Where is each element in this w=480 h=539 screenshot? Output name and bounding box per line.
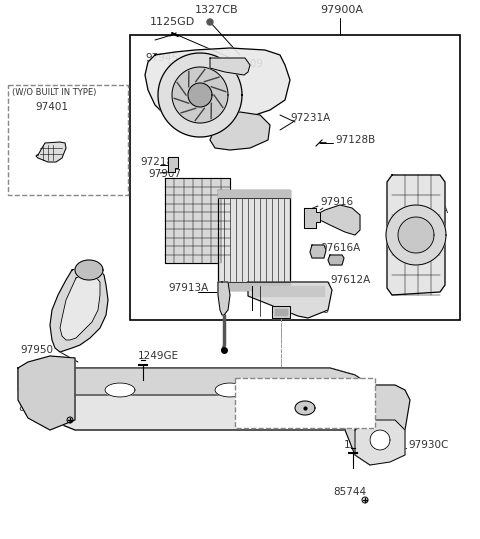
Polygon shape bbox=[18, 368, 375, 430]
Text: 1249GE: 1249GE bbox=[138, 351, 179, 361]
Polygon shape bbox=[328, 255, 344, 265]
Text: 97913A: 97913A bbox=[168, 283, 208, 293]
Text: 85744: 85744 bbox=[333, 487, 366, 497]
Polygon shape bbox=[158, 53, 242, 137]
Polygon shape bbox=[18, 368, 370, 395]
Text: 97401: 97401 bbox=[36, 102, 69, 112]
Text: 1731JC: 1731JC bbox=[248, 403, 285, 413]
Polygon shape bbox=[316, 205, 360, 235]
Polygon shape bbox=[105, 383, 135, 397]
Circle shape bbox=[207, 19, 213, 25]
Text: 97916: 97916 bbox=[320, 197, 353, 207]
Polygon shape bbox=[310, 245, 326, 258]
Polygon shape bbox=[370, 430, 390, 450]
Text: (W/O BUILT IN TYPE): (W/O BUILT IN TYPE) bbox=[240, 389, 324, 397]
Text: 97612A: 97612A bbox=[330, 275, 370, 285]
Polygon shape bbox=[345, 385, 410, 465]
FancyBboxPatch shape bbox=[235, 378, 375, 428]
Polygon shape bbox=[218, 282, 290, 290]
Text: 1125GD: 1125GD bbox=[150, 17, 195, 27]
Text: 97900A: 97900A bbox=[320, 5, 363, 15]
Text: 97218: 97218 bbox=[140, 157, 173, 167]
Polygon shape bbox=[386, 205, 446, 265]
Text: 97945: 97945 bbox=[145, 53, 178, 63]
Polygon shape bbox=[188, 83, 212, 107]
Text: 97128B: 97128B bbox=[335, 135, 375, 145]
Text: 97909: 97909 bbox=[230, 59, 263, 69]
Polygon shape bbox=[272, 306, 290, 318]
Polygon shape bbox=[295, 401, 315, 415]
Text: 97231A: 97231A bbox=[290, 113, 330, 123]
Text: 97218: 97218 bbox=[296, 305, 329, 315]
Text: 1249GE: 1249GE bbox=[344, 440, 385, 450]
Polygon shape bbox=[50, 265, 108, 352]
Polygon shape bbox=[210, 112, 270, 150]
Polygon shape bbox=[218, 190, 290, 290]
Polygon shape bbox=[145, 48, 290, 122]
Bar bbox=[130, 35, 460, 320]
Polygon shape bbox=[75, 260, 103, 280]
Polygon shape bbox=[248, 282, 332, 318]
Polygon shape bbox=[218, 282, 230, 315]
Text: 97950: 97950 bbox=[20, 345, 53, 355]
Polygon shape bbox=[305, 392, 335, 408]
Text: 1327CB: 1327CB bbox=[195, 5, 239, 15]
Polygon shape bbox=[60, 273, 100, 340]
FancyBboxPatch shape bbox=[8, 85, 128, 195]
Polygon shape bbox=[275, 309, 287, 315]
Polygon shape bbox=[36, 142, 66, 162]
Polygon shape bbox=[165, 178, 230, 263]
Polygon shape bbox=[210, 58, 250, 75]
Polygon shape bbox=[168, 157, 178, 172]
Text: (W/O BUILT IN TYPE): (W/O BUILT IN TYPE) bbox=[12, 87, 96, 96]
Polygon shape bbox=[387, 175, 445, 295]
Polygon shape bbox=[172, 67, 228, 123]
Polygon shape bbox=[218, 190, 290, 198]
Polygon shape bbox=[252, 286, 324, 296]
Text: 97940: 97940 bbox=[110, 370, 143, 380]
Polygon shape bbox=[215, 383, 245, 397]
Text: 97907: 97907 bbox=[148, 169, 181, 179]
Polygon shape bbox=[355, 420, 405, 465]
Text: 97616A: 97616A bbox=[320, 243, 360, 253]
Text: 85744: 85744 bbox=[18, 403, 51, 413]
Text: 97927: 97927 bbox=[178, 227, 211, 237]
Text: 97930C: 97930C bbox=[408, 440, 448, 450]
Polygon shape bbox=[18, 356, 75, 430]
Polygon shape bbox=[304, 208, 320, 228]
Polygon shape bbox=[398, 217, 434, 253]
Text: 97232A: 97232A bbox=[408, 205, 448, 215]
